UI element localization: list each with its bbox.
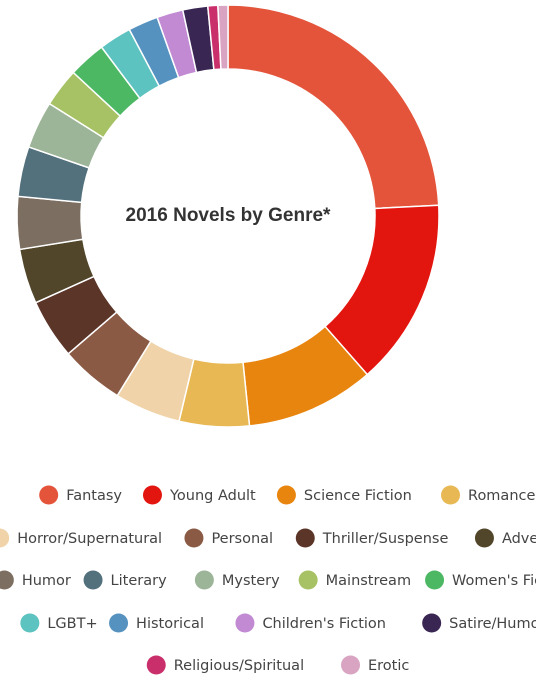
legend-label-adventure: Adventure <box>502 531 536 547</box>
legend-swatch-personal <box>184 528 204 548</box>
slice-erotic[interactable] <box>217 4 229 70</box>
legend-item-science-fiction[interactable]: Science Fiction <box>276 485 412 505</box>
legend-item-mystery[interactable]: Mystery <box>194 570 280 590</box>
legend-swatch-humor <box>0 570 14 590</box>
legend-swatch-children-s-fiction <box>235 613 255 633</box>
legend-item-humor[interactable]: Humor <box>0 570 71 590</box>
legend-item-young-adult[interactable]: Young Adult <box>142 485 256 505</box>
legend-label-humor: Humor <box>22 573 71 589</box>
legend-label-science-fiction: Science Fiction <box>304 488 412 504</box>
chart-title: 2016 Novels by Genre* <box>126 205 331 226</box>
legend-label-mainstream: Mainstream <box>326 573 411 589</box>
donut-slices <box>16 4 440 428</box>
legend-label-romance: Romance <box>468 488 535 504</box>
legend-item-thriller-suspense[interactable]: Thriller/Suspense <box>295 528 449 548</box>
legend-label-religious-spiritual: Religious/Spiritual <box>174 658 304 674</box>
legend-swatch-science-fiction <box>276 485 296 505</box>
legend-label-erotic: Erotic <box>368 658 409 674</box>
legend-swatch-erotic <box>341 655 361 675</box>
legend-swatch-mainstream <box>298 570 318 590</box>
legend-label-horror-supernatural: Horror/Supernatural <box>17 531 162 547</box>
legend: Fantasy Young Adult Science Fiction Romance… <box>0 485 536 675</box>
legend-label-thriller-suspense: Thriller/Suspense <box>322 531 449 547</box>
legend-item-literary[interactable]: Literary <box>83 570 168 590</box>
slice-fantasy[interactable] <box>227 4 440 210</box>
legend-label-personal: Personal <box>211 531 273 547</box>
legend-swatch-mystery <box>194 570 214 590</box>
legend-swatch-religious-spiritual <box>146 655 166 675</box>
legend-label-children-s-fiction: Children's Fiction <box>262 616 386 632</box>
legend-label-women-s-fiction: Women's Fiction <box>452 573 536 589</box>
legend-item-women-s-fiction[interactable]: Women's Fiction <box>425 570 536 590</box>
legend-item-personal[interactable]: Personal <box>184 528 273 548</box>
legend-swatch-horror-supernatural <box>0 528 10 548</box>
legend-item-lgbt-[interactable]: LGBT+ <box>20 613 98 633</box>
legend-swatch-fantasy <box>39 485 59 505</box>
legend-swatch-romance <box>441 485 461 505</box>
legend-swatch-lgbt- <box>20 613 40 633</box>
legend-item-satire-humor[interactable]: Satire/Humor <box>422 613 536 633</box>
legend-swatch-historical <box>109 613 129 633</box>
legend-label-young-adult: Young Adult <box>169 488 256 504</box>
legend-label-fantasy: Fantasy <box>66 488 122 504</box>
legend-item-adventure[interactable]: Adventure <box>474 528 536 548</box>
legend-item-fantasy[interactable]: Fantasy <box>39 485 122 505</box>
legend-item-historical[interactable]: Historical <box>109 613 204 633</box>
legend-item-romance[interactable]: Romance <box>441 485 535 505</box>
legend-item-religious-spiritual[interactable]: Religious/Spiritual <box>146 655 304 675</box>
legend-label-lgbt-: LGBT+ <box>47 616 97 632</box>
legend-swatch-adventure <box>474 528 494 548</box>
legend-item-mainstream[interactable]: Mainstream <box>298 570 411 590</box>
legend-item-children-s-fiction[interactable]: Children's Fiction <box>235 613 386 633</box>
legend-item-erotic[interactable]: Erotic <box>341 655 409 675</box>
legend-swatch-young-adult <box>142 485 162 505</box>
slice-humor[interactable] <box>16 195 84 251</box>
legend-swatch-thriller-suspense <box>295 528 315 548</box>
legend-label-literary: Literary <box>111 573 168 589</box>
legend-swatch-women-s-fiction <box>425 570 445 590</box>
legend-label-satire-humor: Satire/Humor <box>449 616 536 632</box>
legend-label-mystery: Mystery <box>222 573 280 589</box>
legend-swatch-satire-humor <box>422 613 442 633</box>
legend-label-historical: Historical <box>136 616 204 632</box>
legend-item-horror-supernatural[interactable]: Horror/Supernatural <box>0 528 162 548</box>
legend-swatch-literary <box>83 570 103 590</box>
